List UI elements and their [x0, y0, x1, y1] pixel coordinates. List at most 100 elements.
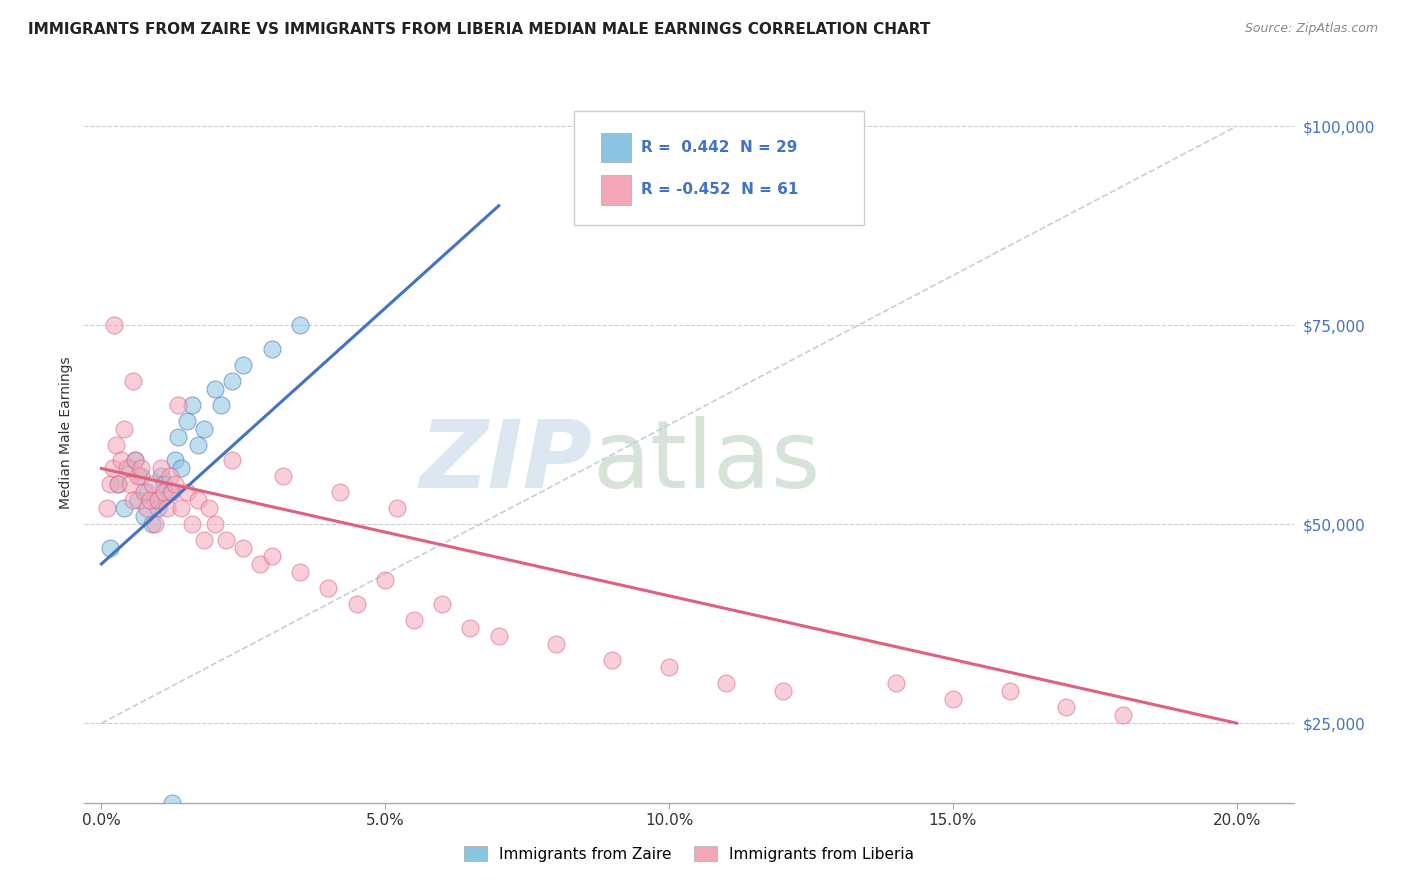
Point: [118, 477, 141, 491]
Point: [153, 485, 176, 500]
Point: [544, 637, 567, 651]
Point: [132, 509, 155, 524]
Point: [209, 398, 232, 412]
Point: [658, 660, 681, 674]
Point: [127, 469, 149, 483]
Point: [150, 469, 173, 483]
Point: [181, 517, 204, 532]
Point: [181, 398, 204, 412]
Y-axis label: Median Male Earnings: Median Male Earnings: [59, 356, 73, 509]
Point: [884, 676, 907, 690]
Point: [460, 621, 482, 635]
Point: [198, 501, 221, 516]
Point: [118, 461, 141, 475]
Point: [101, 461, 124, 475]
Point: [318, 581, 340, 595]
Point: [167, 429, 190, 443]
Point: [124, 453, 146, 467]
Point: [1054, 700, 1077, 714]
Point: [167, 398, 190, 412]
Text: ZIP: ZIP: [419, 417, 592, 508]
Point: [1112, 708, 1135, 723]
Point: [402, 613, 425, 627]
Point: [129, 469, 152, 483]
FancyBboxPatch shape: [600, 133, 631, 162]
Point: [488, 629, 510, 643]
Point: [141, 517, 163, 532]
Text: Source: ZipAtlas.com: Source: ZipAtlas.com: [1244, 22, 1378, 36]
Point: [124, 453, 146, 467]
Point: [156, 501, 179, 516]
Point: [288, 318, 311, 333]
Text: R = -0.452  N = 61: R = -0.452 N = 61: [641, 182, 799, 197]
Point: [260, 549, 283, 563]
Point: [249, 557, 271, 571]
Point: [288, 565, 311, 579]
Point: [260, 342, 283, 356]
Point: [215, 533, 238, 547]
Point: [143, 493, 166, 508]
Point: [165, 453, 187, 467]
Point: [170, 461, 193, 475]
Point: [232, 541, 254, 555]
Point: [121, 374, 143, 388]
Point: [159, 485, 181, 500]
Point: [132, 485, 155, 500]
Text: R =  0.442  N = 29: R = 0.442 N = 29: [641, 140, 797, 155]
Point: [176, 414, 198, 428]
Point: [232, 358, 254, 372]
Point: [135, 501, 157, 516]
Point: [162, 796, 184, 810]
Point: [98, 477, 121, 491]
Point: [162, 485, 184, 500]
Point: [110, 453, 132, 467]
Point: [98, 541, 121, 555]
Point: [221, 453, 243, 467]
Point: [346, 597, 368, 611]
Point: [135, 485, 157, 500]
Point: [159, 469, 181, 483]
Point: [129, 461, 152, 475]
Legend: Immigrants from Zaire, Immigrants from Liberia: Immigrants from Zaire, Immigrants from L…: [456, 838, 922, 869]
Point: [146, 493, 169, 508]
Point: [115, 461, 138, 475]
Point: [165, 477, 187, 491]
Point: [942, 692, 965, 706]
Point: [146, 501, 169, 516]
Point: [153, 477, 176, 491]
Point: [187, 437, 209, 451]
Point: [221, 374, 243, 388]
Point: [176, 485, 198, 500]
Point: [714, 676, 737, 690]
Point: [374, 573, 396, 587]
Point: [600, 652, 623, 666]
Text: atlas: atlas: [592, 417, 821, 508]
Point: [112, 501, 135, 516]
Point: [107, 477, 129, 491]
Point: [127, 493, 149, 508]
Text: IMMIGRANTS FROM ZAIRE VS IMMIGRANTS FROM LIBERIA MEDIAN MALE EARNINGS CORRELATIO: IMMIGRANTS FROM ZAIRE VS IMMIGRANTS FROM…: [28, 22, 931, 37]
Point: [107, 477, 129, 491]
FancyBboxPatch shape: [600, 175, 631, 204]
Point: [193, 422, 215, 436]
Point: [103, 318, 125, 333]
Point: [104, 437, 127, 451]
Point: [193, 533, 215, 547]
Point: [271, 469, 294, 483]
Point: [150, 461, 173, 475]
Point: [385, 501, 408, 516]
Point: [998, 684, 1021, 698]
Point: [204, 517, 226, 532]
Point: [170, 501, 193, 516]
FancyBboxPatch shape: [574, 111, 865, 226]
Point: [138, 493, 160, 508]
Point: [143, 517, 166, 532]
Point: [204, 382, 226, 396]
Point: [112, 422, 135, 436]
Point: [187, 493, 209, 508]
Point: [772, 684, 794, 698]
Point: [96, 501, 118, 516]
Point: [430, 597, 453, 611]
Point: [121, 493, 143, 508]
Point: [141, 477, 163, 491]
